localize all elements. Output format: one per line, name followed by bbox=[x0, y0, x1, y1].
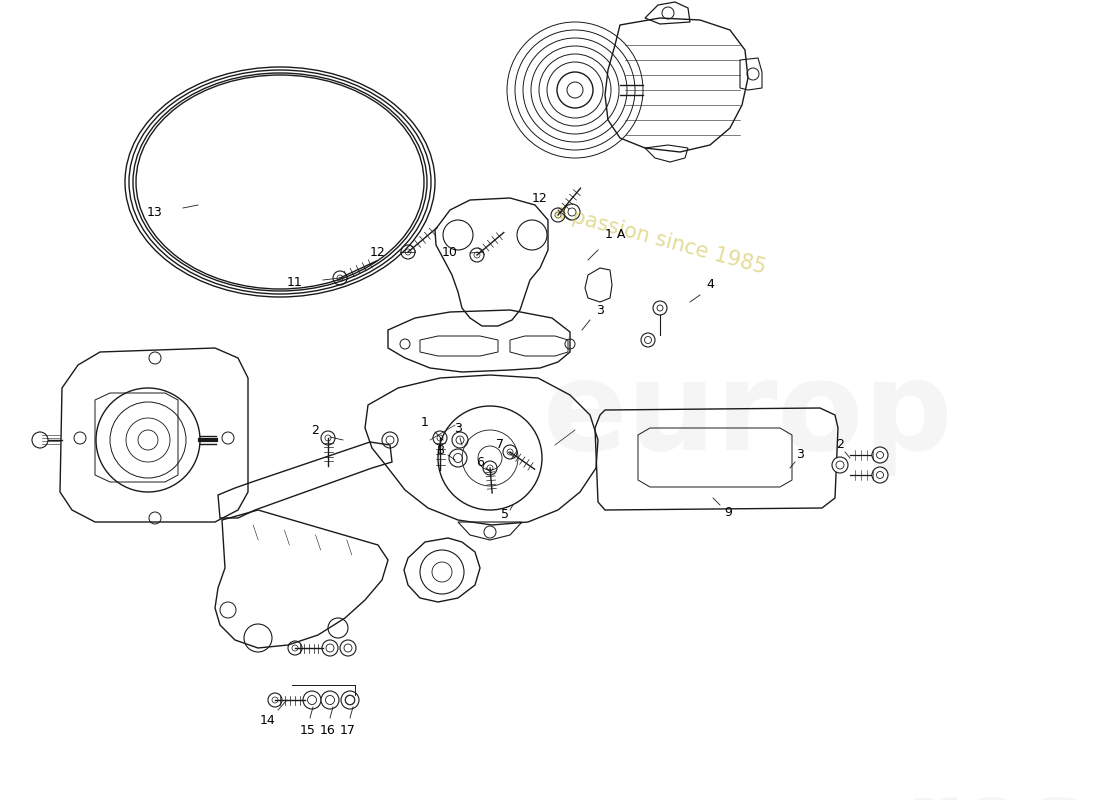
Text: 6: 6 bbox=[476, 455, 484, 469]
Circle shape bbox=[321, 691, 339, 709]
Text: 5: 5 bbox=[500, 509, 509, 522]
Text: 7: 7 bbox=[496, 438, 504, 451]
Text: 11: 11 bbox=[287, 275, 303, 289]
Circle shape bbox=[268, 693, 282, 707]
Circle shape bbox=[433, 431, 447, 445]
Text: 3: 3 bbox=[454, 422, 462, 434]
Circle shape bbox=[340, 640, 356, 656]
Circle shape bbox=[551, 208, 565, 222]
Text: 16: 16 bbox=[320, 723, 336, 737]
Text: 2: 2 bbox=[836, 438, 844, 451]
Circle shape bbox=[302, 691, 321, 709]
Circle shape bbox=[452, 432, 468, 448]
Circle shape bbox=[483, 461, 497, 475]
Circle shape bbox=[382, 432, 398, 448]
Circle shape bbox=[322, 640, 338, 656]
Text: res: res bbox=[905, 776, 1089, 800]
Circle shape bbox=[341, 691, 359, 709]
Text: 2: 2 bbox=[311, 423, 319, 437]
Circle shape bbox=[470, 248, 484, 262]
Circle shape bbox=[653, 301, 667, 315]
Text: 9: 9 bbox=[724, 506, 732, 518]
Text: 12: 12 bbox=[532, 191, 548, 205]
Text: 13: 13 bbox=[147, 206, 163, 219]
Circle shape bbox=[641, 333, 654, 347]
Text: 17: 17 bbox=[340, 723, 356, 737]
Circle shape bbox=[872, 467, 888, 483]
Circle shape bbox=[333, 271, 346, 285]
Text: 14: 14 bbox=[260, 714, 276, 726]
Circle shape bbox=[832, 457, 848, 473]
Text: a passion since 1985: a passion since 1985 bbox=[551, 202, 769, 278]
Circle shape bbox=[32, 432, 48, 448]
Text: europ: europ bbox=[542, 355, 954, 477]
Circle shape bbox=[449, 449, 468, 467]
Text: 3: 3 bbox=[596, 303, 604, 317]
Text: 3: 3 bbox=[796, 449, 804, 462]
Circle shape bbox=[288, 641, 302, 655]
Text: 12: 12 bbox=[370, 246, 386, 258]
Circle shape bbox=[402, 245, 415, 259]
Text: 15: 15 bbox=[300, 723, 316, 737]
Text: 1: 1 bbox=[421, 417, 429, 430]
Text: 10: 10 bbox=[442, 246, 458, 259]
Circle shape bbox=[503, 445, 517, 459]
Text: 1 A: 1 A bbox=[605, 229, 625, 242]
Circle shape bbox=[557, 72, 593, 108]
Text: 4: 4 bbox=[706, 278, 714, 291]
Circle shape bbox=[872, 447, 888, 463]
Text: 8: 8 bbox=[436, 443, 444, 457]
Circle shape bbox=[321, 431, 336, 445]
Circle shape bbox=[564, 204, 580, 220]
